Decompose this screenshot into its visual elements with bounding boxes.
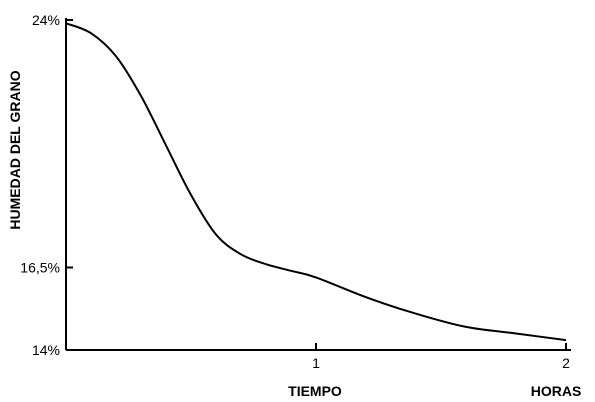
- y-axis-title: HUMEDAD DEL GRANO: [7, 70, 23, 229]
- x-tick-label: 2: [562, 355, 570, 371]
- humidity-curve: [65, 22, 567, 342]
- y-tick-label: 24%: [32, 12, 60, 28]
- x-axis-unit: HORAS: [531, 383, 582, 399]
- x-tick-label: 1: [312, 355, 320, 371]
- x-axis-title: TIEMPO: [288, 383, 342, 399]
- y-tick-label: 14%: [32, 342, 60, 358]
- y-tick-label: 16,5%: [20, 260, 60, 276]
